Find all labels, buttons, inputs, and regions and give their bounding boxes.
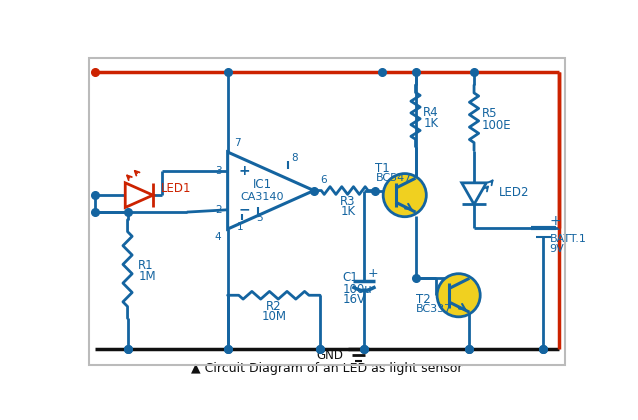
Text: 6: 6	[320, 175, 327, 185]
Text: +: +	[367, 267, 378, 280]
Text: 1K: 1K	[340, 205, 355, 218]
Text: GND: GND	[316, 349, 343, 362]
Text: 5: 5	[256, 213, 263, 223]
Text: +: +	[239, 164, 250, 178]
Text: LED1: LED1	[161, 183, 191, 195]
Text: IC1: IC1	[253, 178, 272, 191]
Text: LED2: LED2	[499, 186, 529, 199]
Text: 100u: 100u	[343, 283, 372, 296]
Text: 2: 2	[215, 205, 221, 215]
Text: 7: 7	[234, 138, 241, 148]
Text: BC547: BC547	[376, 173, 412, 183]
Circle shape	[437, 274, 480, 317]
Text: 100E: 100E	[482, 118, 512, 131]
Text: 1K: 1K	[423, 117, 438, 130]
Text: BATT.1: BATT.1	[549, 234, 586, 244]
Text: 8: 8	[291, 153, 298, 163]
Text: R2: R2	[266, 299, 281, 312]
Text: 3: 3	[215, 166, 221, 176]
Text: R1: R1	[138, 259, 154, 272]
Text: 1M: 1M	[138, 270, 156, 283]
Text: R4: R4	[423, 105, 439, 118]
Text: R3: R3	[340, 195, 355, 208]
Text: 16V: 16V	[343, 294, 366, 306]
Text: 4: 4	[215, 232, 221, 242]
Text: T2: T2	[416, 293, 431, 306]
Text: 9V: 9V	[549, 244, 564, 254]
Text: 10M: 10M	[262, 310, 286, 323]
Text: R5: R5	[482, 107, 497, 120]
Text: C1: C1	[343, 271, 358, 284]
Text: CA3140: CA3140	[241, 192, 284, 202]
Text: BC337: BC337	[416, 304, 452, 314]
Text: 1: 1	[237, 223, 243, 233]
Text: T1: T1	[376, 162, 390, 175]
Text: +: +	[549, 214, 561, 228]
Text: ▲ Circuit Diagram of an LED as light sensor: ▲ Circuit Diagram of an LED as light sen…	[191, 362, 463, 375]
Circle shape	[383, 173, 426, 217]
Text: −: −	[239, 203, 250, 217]
